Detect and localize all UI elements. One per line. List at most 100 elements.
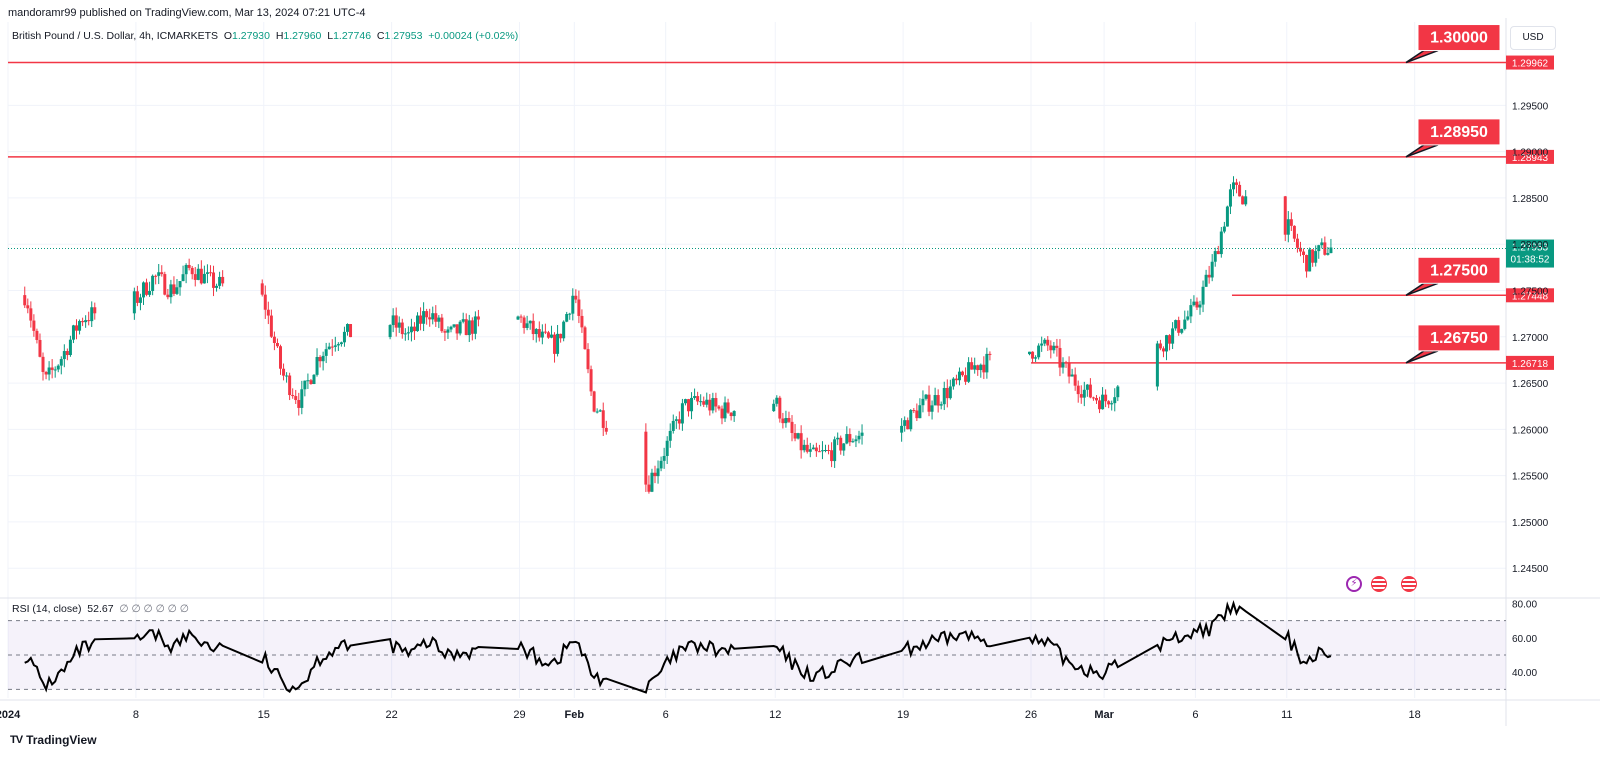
candle-body: [546, 332, 550, 338]
tradingview-logo-icon: TV: [10, 734, 23, 746]
candle-body: [391, 315, 395, 326]
rsi-tick-label: 80.00: [1512, 599, 1537, 610]
candle-body: [808, 449, 812, 452]
candle-body: [644, 431, 648, 485]
tradingview-brand[interactable]: TV TradingView: [10, 733, 97, 747]
candle-body: [699, 401, 703, 403]
candle-body: [1195, 301, 1199, 308]
candle-body: [820, 450, 824, 452]
candle-body: [817, 451, 821, 453]
candle-body: [723, 402, 727, 419]
lightning-event-icon[interactable]: ⚡: [1346, 576, 1362, 592]
candle-body: [434, 313, 438, 322]
time-tick-label: 11: [1281, 709, 1292, 721]
candle-body: [525, 323, 529, 328]
candle-body: [464, 319, 468, 336]
callout-box: [1417, 24, 1501, 52]
candle-body: [1168, 335, 1172, 344]
candle-body: [1098, 400, 1102, 410]
candle-body: [178, 281, 182, 288]
horizontal-levels: 1.29962 1.28943 1.27448 1.26718 1.2795301:38…: [8, 55, 1554, 370]
price-axis: 1.24500 1.25000 1.25500 1.26000 1.26500 1.270…: [1512, 101, 1549, 679]
candle-body: [954, 378, 958, 381]
candle-body: [443, 331, 447, 333]
candle-body: [860, 432, 864, 436]
candle-body: [1283, 196, 1287, 235]
us-flag-icon[interactable]: [1401, 576, 1417, 592]
candle-body: [349, 324, 353, 338]
candle-body: [1241, 196, 1245, 205]
candle-body: [647, 484, 651, 492]
candle-body: [534, 329, 538, 335]
candle-body: [909, 410, 913, 430]
candle-body: [1326, 253, 1330, 255]
countdown-label: 01:38:52: [1511, 255, 1550, 266]
candle-body: [1216, 251, 1220, 255]
candle-body: [683, 399, 687, 404]
candle-body: [1286, 219, 1290, 235]
candle-body: [939, 404, 943, 406]
candle-body: [1317, 245, 1321, 252]
level-axis-label: 1.28943: [1512, 153, 1549, 164]
candle-body: [571, 295, 575, 314]
last-price-label: 1.27953: [1512, 243, 1549, 254]
candle-body: [1085, 384, 1089, 390]
candle-body: [973, 365, 977, 370]
candle-body: [1189, 305, 1193, 317]
candle-body: [595, 411, 599, 413]
rsi-tick-label: 40.00: [1512, 668, 1537, 679]
candle-body: [269, 315, 273, 337]
symbol-title: British Pound / U.S. Dollar, 4h, ICMARKE…: [12, 30, 218, 42]
candle-body: [851, 441, 855, 443]
candle-body: [56, 365, 60, 370]
candle-body: [824, 449, 828, 451]
last-price-badge: [1506, 239, 1554, 268]
candle-body: [1311, 249, 1315, 263]
candle-body: [428, 317, 432, 320]
candle-body: [330, 346, 334, 348]
candle-body: [665, 440, 669, 456]
candle-body: [1329, 247, 1333, 254]
candle-body: [979, 364, 983, 371]
candle-body: [811, 447, 815, 450]
candle-body: [1037, 345, 1041, 358]
candle-body: [671, 420, 675, 431]
time-tick-label: 19: [897, 709, 909, 721]
candle-body: [784, 418, 788, 424]
candle-body: [790, 421, 794, 434]
us-flag-icon[interactable]: [1371, 576, 1387, 592]
candle-body: [1034, 357, 1038, 359]
candle-body: [65, 351, 69, 356]
callout-pointer: [1405, 282, 1439, 297]
candle-body: [1094, 397, 1098, 401]
candle-body: [814, 447, 818, 452]
currency-button[interactable]: USD: [1510, 26, 1556, 50]
candle-body: [84, 320, 88, 323]
price-tick-label: 1.25500: [1512, 472, 1549, 483]
candle-body: [1298, 247, 1302, 252]
candle-body: [32, 320, 36, 331]
candle-body: [787, 418, 791, 422]
candle-body: [982, 364, 986, 373]
candle-body: [705, 399, 709, 405]
candle-body: [604, 427, 608, 432]
high-value: 1.27960: [283, 30, 322, 42]
candle-body: [568, 313, 572, 315]
candle-body: [677, 419, 681, 424]
candle-body: [397, 322, 401, 328]
candle-body: [208, 272, 212, 274]
candle-body: [918, 405, 922, 419]
time-tick-label: 22: [386, 709, 398, 721]
candle-body: [839, 437, 843, 451]
candle-body: [275, 342, 279, 347]
candle-body: [951, 378, 955, 387]
candle-body: [187, 264, 191, 268]
candle-body: [650, 472, 654, 492]
candle-body: [1116, 386, 1120, 398]
candle-body: [272, 336, 276, 343]
candle-body: [93, 307, 97, 314]
candle-body: [154, 275, 158, 277]
candle-body: [1091, 397, 1095, 399]
candle-body: [452, 324, 456, 327]
